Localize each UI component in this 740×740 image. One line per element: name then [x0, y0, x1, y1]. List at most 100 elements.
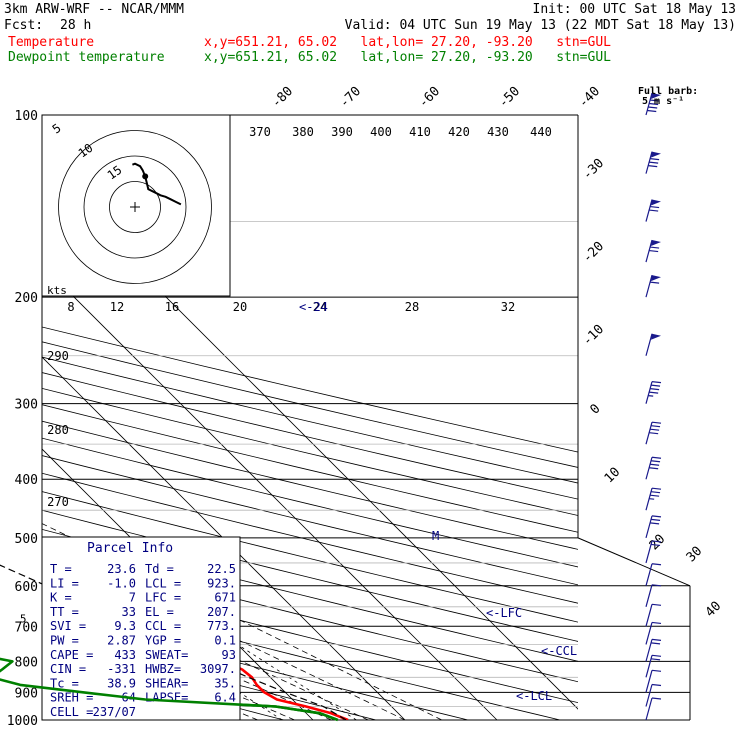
wind-barb — [645, 540, 662, 564]
isotherm-label: -10 — [580, 322, 607, 349]
temperature-legend: Temperature — [8, 35, 95, 50]
moist-adiabat — [42, 593, 332, 720]
wind-barb-feather — [650, 281, 660, 284]
wind-barb-feather — [649, 432, 659, 435]
wind-barb-pennant — [651, 199, 661, 206]
isotherm-line — [42, 264, 498, 720]
wind-barb-staff — [645, 604, 653, 627]
pressure-label: 700 — [15, 620, 38, 635]
parcel-stat-value: 23.6 — [107, 562, 136, 576]
parcel-stat-label: Td = — [145, 562, 174, 576]
wind-barb-feather — [647, 109, 657, 113]
theta-label-left: 280 — [47, 423, 69, 437]
wind-barb-feather — [649, 467, 659, 470]
wind-barb-pennant — [651, 151, 661, 158]
parcel-stat-value: 6.4 — [214, 691, 236, 705]
theta-label: 370 — [249, 125, 271, 139]
wind-barb-staff — [645, 697, 653, 721]
wind-barb-feather — [651, 563, 662, 566]
isotherm-label: -50 — [496, 84, 523, 111]
parcel-stat-value: 38.9 — [107, 676, 136, 690]
theta-label: 440 — [530, 125, 552, 139]
wind-barb-feather — [650, 658, 661, 661]
full-barb-units: 5 m s⁻¹ — [642, 96, 684, 107]
wind-barb-feather — [651, 421, 662, 424]
wind-barb — [645, 621, 662, 645]
isotherm-label: -40 — [576, 84, 603, 111]
wind-barb-feather — [650, 205, 660, 209]
wind-barb — [645, 381, 662, 404]
wind-barb-staff — [645, 422, 653, 445]
wind-barb-staff — [645, 151, 653, 174]
wind-barb-staff — [645, 684, 653, 707]
wind-barb-feather — [650, 246, 660, 249]
parcel-stat-value: 671 — [214, 591, 236, 605]
wind-barb-feather — [651, 603, 662, 606]
speed-tick-label: 28 — [405, 300, 419, 314]
wind-barb-feather — [648, 165, 658, 168]
parcel-stat-value: 35. — [214, 676, 236, 690]
dewpoint-curve-lower — [0, 657, 339, 722]
parcel-stat-value: 773. — [207, 619, 236, 633]
pressure-label: 500 — [15, 532, 38, 547]
hodograph-storm-motion — [142, 173, 149, 180]
wind-barb-staff — [645, 239, 653, 263]
wind-barb — [645, 92, 661, 116]
lfc-marker: <-LFC — [486, 606, 522, 620]
isotherm-label: -80 — [269, 84, 296, 111]
isotherm-label: -70 — [337, 84, 364, 111]
wind-barb-feather — [651, 683, 662, 687]
wind-barb-feather — [649, 391, 659, 394]
parcel-stat-label: K = — [50, 591, 72, 605]
isotherm-label: 10 — [602, 465, 624, 487]
wind-barb-staff — [645, 381, 653, 404]
wind-barb-half-feather — [649, 498, 655, 500]
wind-barb — [645, 563, 662, 586]
wind-barb — [645, 151, 661, 174]
parcel-stat-value: 433 — [114, 648, 136, 662]
pressure-label: 100 — [15, 109, 38, 124]
parcel-stat-value: -331 — [107, 662, 136, 676]
wind-barb — [645, 603, 662, 627]
parcel-stat-label: LI = — [50, 576, 79, 590]
wind-barb-staff — [645, 515, 653, 539]
parcel-stat-label: YGP = — [145, 634, 181, 648]
parcel-stat-value: 3097. — [200, 662, 236, 676]
valid-time: Valid: 04 UTC Sun 19 May 13 (22 MDT Sat … — [344, 18, 736, 33]
wind-barb-feather — [650, 460, 661, 463]
wind-barb-feather — [650, 491, 661, 494]
parcel-info-title: Parcel Info — [87, 541, 173, 556]
wind-barb — [645, 683, 662, 707]
wind-barb-feather — [651, 540, 662, 543]
wind-barb-feather — [649, 249, 659, 253]
wind-barb-staff — [645, 639, 653, 662]
parcel-stat-value: 93 — [222, 648, 236, 662]
pressure-label: 200 — [15, 291, 38, 306]
hodograph-ring — [109, 181, 161, 233]
theta-label: 430 — [487, 125, 509, 139]
wind-barb — [645, 584, 662, 607]
mixing-ratio-label: 5 — [20, 612, 27, 625]
wind-barb-feather — [651, 515, 662, 518]
wind-barb-staff — [645, 199, 653, 222]
wind-barb — [645, 487, 662, 511]
wind-barb-half-feather — [648, 395, 654, 397]
wind-barb-feather — [650, 494, 660, 497]
speed-tick-label: 20 — [233, 300, 247, 314]
wind-barb-feather — [649, 161, 659, 164]
wind-barb-feather — [651, 697, 662, 700]
wind-barb-pennant — [651, 333, 661, 340]
temperature-location: x,y=651.21, 65.02 lat,lon= 27.20, -93.20… — [204, 35, 611, 50]
pressure-label: 300 — [15, 398, 38, 413]
parcel-stat-label: CIN = — [50, 662, 86, 676]
wind-barb-feather — [650, 158, 660, 161]
theta-label: 400 — [370, 125, 392, 139]
pressure-label: 1000 — [7, 714, 38, 729]
hodograph-ring-label: 10 — [76, 141, 96, 161]
parcel-stat-value: 207. — [207, 605, 236, 619]
isotherm-label: -60 — [416, 84, 443, 111]
parcel-stat-value: 237/07 — [93, 705, 136, 719]
wind-barb-feather — [649, 102, 659, 106]
isotherm-label: 0 — [587, 401, 603, 417]
